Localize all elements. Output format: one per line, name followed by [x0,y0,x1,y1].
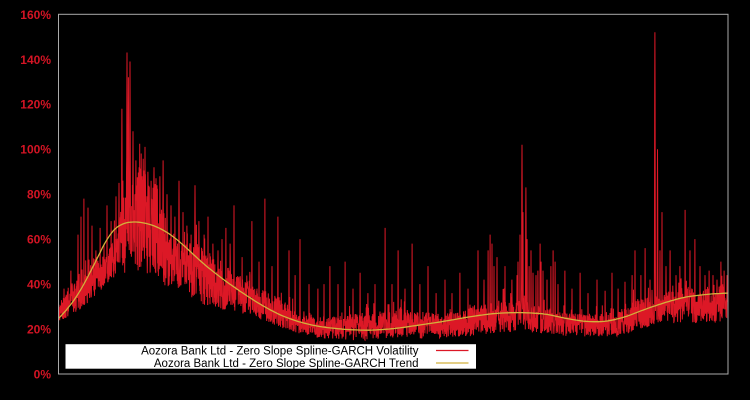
svg-text:80%: 80% [27,188,51,202]
svg-text:Aozora Bank Ltd - Zero Slope S: Aozora Bank Ltd - Zero Slope Spline-GARC… [141,346,419,358]
svg-text:100%: 100% [20,143,51,157]
svg-text:60%: 60% [27,233,51,247]
svg-text:160%: 160% [20,8,51,22]
svg-text:40%: 40% [27,278,51,292]
svg-text:20%: 20% [27,323,51,337]
svg-text:140%: 140% [20,53,51,67]
svg-text:0%: 0% [34,368,52,382]
svg-text:Aozora Bank Ltd - Zero Slope S: Aozora Bank Ltd - Zero Slope Spline-GARC… [154,358,419,370]
svg-text:120%: 120% [20,98,51,112]
